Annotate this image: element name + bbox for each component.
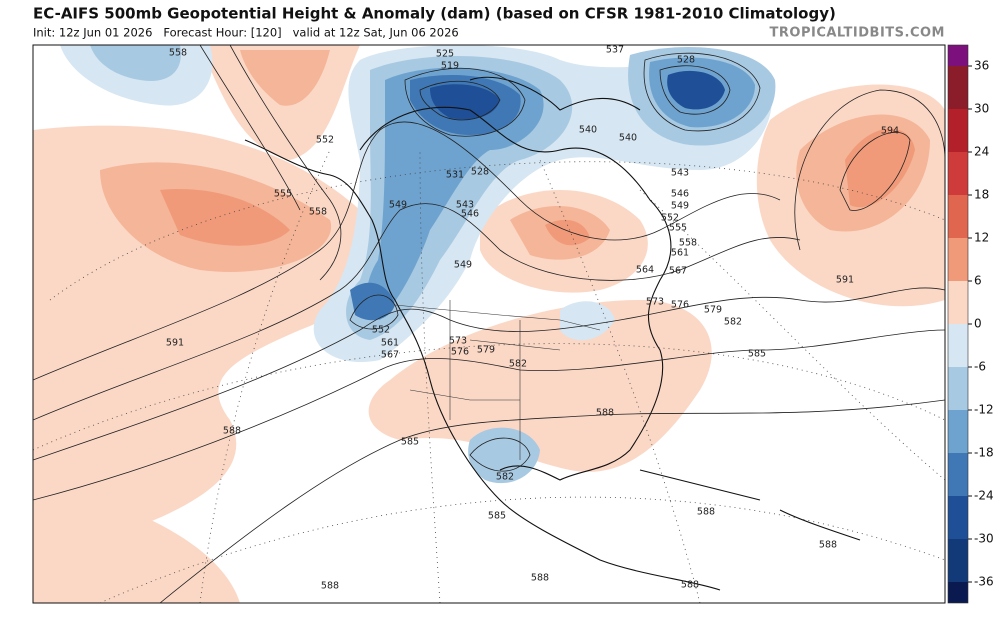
contour-label: 567: [381, 350, 399, 361]
colorbar-segment: [948, 324, 968, 367]
contour-label: 591: [166, 338, 184, 349]
contour-label: 588: [697, 507, 715, 518]
contour-label: 531: [446, 170, 464, 181]
contour-label: 588: [819, 540, 837, 551]
contour-label: 525: [436, 49, 454, 60]
contour-label: 573: [449, 336, 467, 347]
contour-label: 558: [309, 207, 327, 218]
contour-label: 546: [461, 209, 479, 220]
contour-label: 552: [661, 213, 679, 224]
contour-label: 519: [441, 61, 459, 72]
contour-label: 594: [881, 126, 899, 137]
title: EC-AIFS 500mb Geopotential Height & Anom…: [33, 5, 836, 23]
colorbar-tick-label: 0: [974, 317, 982, 331]
contour-label: 567: [669, 266, 687, 277]
colorbar-segment: [948, 453, 968, 496]
colorbar-segment: [948, 195, 968, 238]
colorbar-tick-label: 6: [974, 274, 982, 288]
contour-label: 552: [316, 135, 334, 146]
contour-label: 549: [389, 200, 407, 211]
contour-label: 582: [724, 317, 742, 328]
colorbar-segment: [948, 66, 968, 109]
subtitle: Init: 12z Jun 01 2026 Forecast Hour: [12…: [33, 26, 459, 40]
contour-label: 564: [636, 265, 654, 276]
contour-label: 555: [669, 223, 687, 234]
contour-label: 549: [671, 201, 689, 212]
contour-label: 537: [606, 45, 624, 56]
colorbar-tick-label: -24: [974, 489, 994, 503]
contour-label: 552: [372, 325, 390, 336]
contour-label: 540: [619, 133, 637, 144]
colorbar-tick-label: 18: [974, 188, 989, 202]
site-name: TROPICALTIDBITS.COM: [770, 26, 945, 41]
contour-label: 561: [671, 248, 689, 259]
contour-label: 549: [454, 260, 472, 271]
colorbar-tick-label: -30: [974, 532, 994, 546]
contour-label: 576: [671, 300, 689, 311]
colorbar: 36 30 24 18 12 6 0 -6 -12 -18 -24 -30 -36: [947, 44, 994, 604]
colorbar-segment: [948, 45, 968, 66]
contour-label: 558: [679, 238, 697, 249]
colorbar-tick-label: -6: [974, 360, 986, 374]
colorbar-tick-label: -12: [974, 403, 994, 417]
contour-label: 561: [381, 338, 399, 349]
contour-label: 579: [477, 345, 495, 356]
contour-label: 543: [456, 200, 474, 211]
contour-label: 588: [596, 408, 614, 419]
colorbar-tick-label: -18: [974, 446, 994, 460]
contour-label: 585: [748, 349, 766, 360]
colorbar-tick-label: 30: [974, 102, 989, 116]
colorbar-segment: [948, 238, 968, 281]
colorbar-tick-label: 24: [974, 145, 989, 159]
contour-label: 585: [488, 511, 506, 522]
contour-label: 528: [471, 167, 489, 178]
colorbar-tick-label: 36: [974, 59, 989, 73]
contour-label: 546: [671, 189, 689, 200]
contour-label: 588: [321, 581, 339, 592]
contour-label: 579: [704, 305, 722, 316]
contour-label: 558: [169, 48, 187, 59]
map-area: [33, 45, 945, 603]
contour-label: 576: [451, 347, 469, 358]
colorbar-segment: [948, 582, 968, 603]
contour-label: 588: [531, 573, 549, 584]
map-frame: [32, 44, 946, 604]
colorbar-segment: [948, 496, 968, 539]
colorbar-segment: [948, 281, 968, 324]
contour-label: 582: [509, 359, 527, 370]
contour-label: 555: [274, 189, 292, 200]
contour-label: 540: [579, 125, 597, 136]
colorbar-segment: [948, 410, 968, 453]
contour-label: 543: [671, 168, 689, 179]
contour-labels: 558 5255195375285945525555585405405435465…: [166, 45, 899, 592]
colorbar-tick-label: -36: [974, 575, 994, 589]
colorbar-tick-label: 12: [974, 231, 989, 245]
colorbar-segment: [948, 109, 968, 152]
contour-label: 585: [401, 437, 419, 448]
colorbar-segment: [948, 152, 968, 195]
contour-label: 582: [496, 472, 514, 483]
colorbar-segment: [948, 539, 968, 582]
colorbar-frame: [947, 44, 969, 604]
contour-label: 573: [646, 297, 664, 308]
contour-label: 588: [681, 580, 699, 591]
contour-label: 528: [677, 55, 695, 66]
contour-label: 588: [223, 426, 241, 437]
contour-label: 591: [836, 275, 854, 286]
colorbar-segment: [948, 367, 968, 410]
